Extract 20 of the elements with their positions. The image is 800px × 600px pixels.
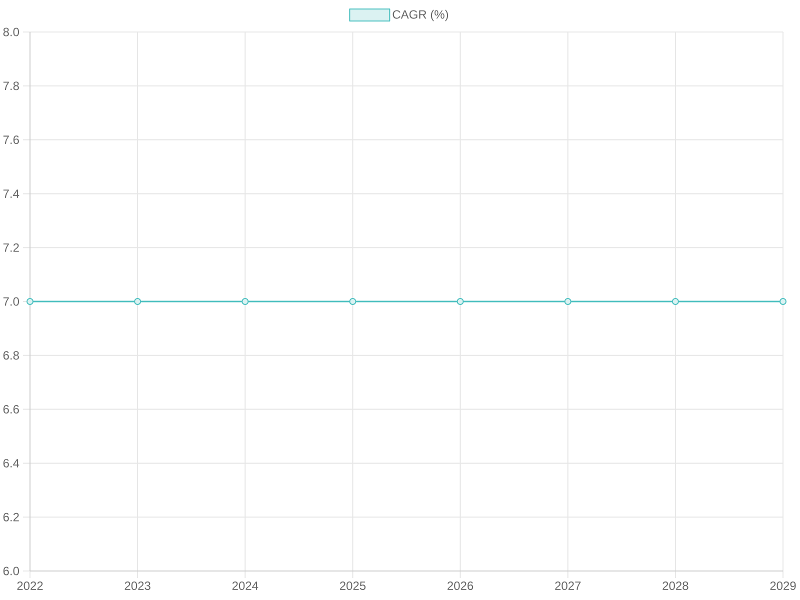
x-tick-label: 2027 (555, 582, 581, 590)
x-tick-label: 2023 (124, 582, 150, 590)
y-tick-label: 7.6 (3, 136, 19, 144)
y-tick-label: 7.2 (3, 243, 19, 252)
y-tick-label: 8.0 (3, 28, 20, 36)
x-tick-label: 2024 (232, 582, 258, 590)
y-tick-label: 6.4 (3, 458, 20, 468)
x-tick-label: 2022 (17, 582, 43, 590)
y-tick-label: 6.2 (3, 512, 19, 522)
y-tick-label: 7.8 (3, 82, 19, 90)
legend-label: CAGR (%) (392, 10, 448, 22)
x-tick-label: 2028 (662, 582, 688, 590)
y-tick-label: 7.4 (3, 190, 20, 198)
x-tick-label: 2029 (770, 582, 796, 590)
y-tick-label: 7.0 (3, 297, 20, 306)
y-tick-label: 6.6 (3, 405, 19, 414)
y-tick-label: 6.8 (3, 351, 19, 360)
y-tick-label: 6.0 (3, 566, 20, 576)
x-tick-label: 2026 (448, 582, 474, 590)
x-tick-label: 2025 (340, 582, 366, 590)
